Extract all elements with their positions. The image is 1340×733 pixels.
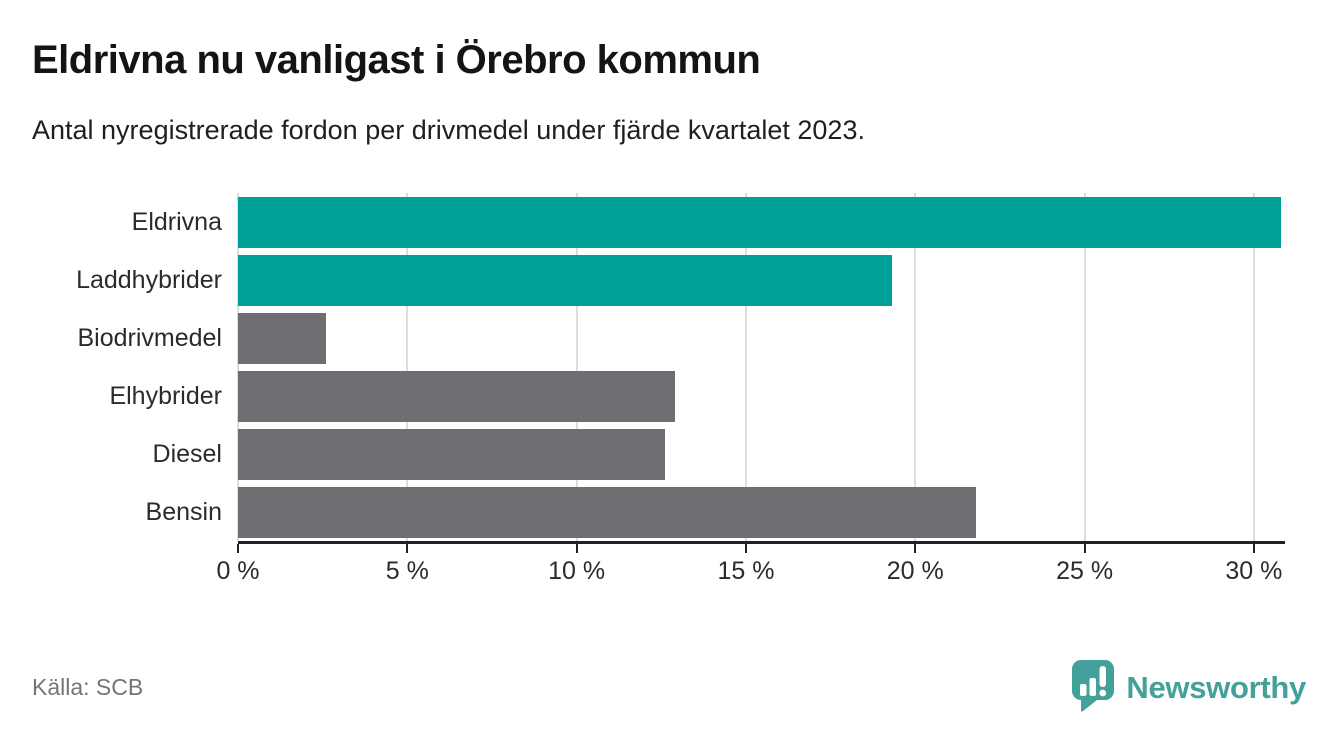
x-axis-tick-label: 5 %: [385, 557, 429, 585]
bar-eldrivna: [238, 196, 1281, 248]
bar-bensin: [238, 486, 977, 538]
gridline: [1252, 193, 1255, 541]
newsworthy-speech-bubble-bar-chart-icon: [1070, 658, 1116, 717]
x-axis-tick-label: 25 %: [1056, 557, 1114, 585]
gridline: [914, 193, 917, 541]
plot-area: [237, 193, 1281, 541]
gridline: [406, 193, 409, 541]
x-axis-tick-label: 15 %: [717, 557, 775, 585]
bar-diesel: [238, 428, 665, 480]
x-axis-tick-label: 0 %: [216, 557, 260, 585]
category-label: Eldrivna: [131, 208, 222, 236]
x-axis-tick: [237, 544, 239, 553]
bar-laddhybrider: [238, 254, 892, 306]
category-label: Laddhybrider: [76, 266, 222, 294]
x-axis-tick: [744, 544, 747, 553]
gridline: [237, 193, 239, 541]
x-axis-tick: [575, 544, 578, 553]
category-label: Biodrivmedel: [77, 324, 222, 352]
gridline: [575, 193, 578, 541]
category-label: Elhybrider: [109, 382, 222, 410]
category-label: Diesel: [152, 440, 222, 468]
gridline: [744, 193, 747, 541]
x-axis-tick: [406, 544, 409, 553]
branding: Newsworthy: [1070, 658, 1306, 717]
x-axis-tick-label: 10 %: [548, 557, 606, 585]
gridline: [1083, 193, 1086, 541]
category-label: Bensin: [145, 498, 222, 526]
x-axis-tick: [1083, 544, 1086, 553]
x-axis-tick: [914, 544, 917, 553]
x-axis-tick-label: 30 %: [1225, 557, 1283, 585]
x-axis-line: [238, 541, 1285, 544]
source-note: Källa: SCB: [32, 674, 144, 700]
page-title: Eldrivna nu vanligast i Örebro kommun: [32, 38, 761, 82]
bar-elhybrider: [238, 370, 675, 422]
bar-chart: Eldrivna Laddhybrider Biodrivmedel Elhybrid…: [0, 193, 1340, 613]
x-axis-tick: [1252, 544, 1255, 553]
chart-subtitle: Antal nyregistrerade fordon per drivmede…: [32, 115, 865, 145]
x-axis-tick-label: 20 %: [886, 557, 944, 585]
bar-biodrivmedel: [238, 312, 327, 364]
newsworthy-wordmark: Newsworthy: [1126, 669, 1306, 705]
